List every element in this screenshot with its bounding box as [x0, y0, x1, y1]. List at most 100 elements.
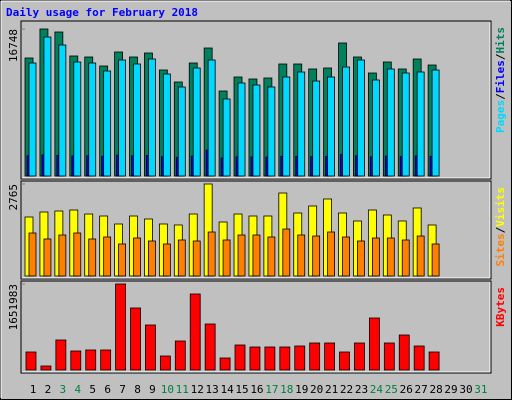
bar: [103, 236, 112, 277]
y-tick-label: 16748: [7, 29, 20, 62]
bar: [159, 355, 171, 371]
bar: [282, 76, 291, 177]
bar: [339, 351, 350, 371]
bar: [401, 72, 410, 177]
bar: [148, 240, 156, 277]
bar: [267, 86, 276, 177]
bar: [73, 232, 82, 277]
legend-entry: Sites: [494, 233, 507, 266]
bar: [327, 231, 336, 277]
bar: [133, 63, 141, 177]
x-tick-label: 18: [280, 383, 293, 396]
bar: [145, 324, 156, 371]
bar: [148, 58, 156, 177]
x-tick-label: 23: [355, 383, 368, 396]
x-tick-label: 9: [149, 383, 156, 396]
bar: [28, 232, 37, 277]
legend: Pages/Files/Hits: [494, 27, 507, 133]
bar: [294, 345, 306, 371]
bar: [43, 36, 52, 177]
bar: [324, 342, 336, 371]
x-tick-label: 29: [444, 383, 457, 396]
x-tick-label: 4: [74, 383, 81, 396]
bar: [115, 283, 126, 371]
bar: [428, 351, 440, 371]
x-tick-label: 12: [191, 383, 204, 396]
x-tick-label: 2: [45, 383, 52, 396]
bar: [204, 323, 216, 371]
legend: KBytes: [494, 287, 507, 327]
bar: [312, 235, 321, 277]
legend-separator: /: [494, 93, 507, 100]
x-tick-label: 10: [161, 383, 174, 396]
bar: [368, 317, 380, 371]
bar: [416, 235, 425, 277]
bar: [383, 342, 395, 371]
legend-entry: KBytes: [494, 287, 507, 327]
x-tick-label: 24: [370, 383, 384, 396]
bar: [234, 344, 246, 371]
x-tick-label: 13: [206, 383, 219, 396]
x-tick-label: 16: [250, 383, 263, 396]
x-tick-label: 28: [429, 383, 442, 396]
x-tick-label: 5: [89, 383, 96, 396]
bar: [297, 71, 306, 177]
x-tick-label: 21: [325, 383, 338, 396]
x-tick-label: 6: [104, 383, 111, 396]
bar: [58, 44, 67, 177]
bar: [237, 234, 246, 277]
x-tick-label: 26: [400, 383, 413, 396]
x-tick-label: 31: [474, 383, 487, 396]
bar: [282, 228, 291, 277]
bar: [73, 61, 82, 177]
bar: [371, 79, 380, 177]
legend-entry: Visits: [494, 187, 507, 227]
bar: [192, 67, 201, 177]
x-tick-label: 15: [235, 383, 248, 396]
x-tick-label: 27: [415, 383, 428, 396]
bar: [207, 231, 216, 277]
x-tick-label: 14: [220, 383, 234, 396]
bar: [267, 236, 276, 277]
bar: [70, 350, 82, 371]
bar: [88, 62, 97, 177]
bar: [264, 346, 276, 371]
bar: [309, 342, 321, 371]
legend-entry: Files: [494, 60, 507, 93]
bar: [162, 243, 171, 277]
legend-entry: Hits: [494, 27, 507, 54]
bar: [222, 239, 231, 277]
bar: [118, 243, 126, 277]
chart-title: Daily usage for February 2018: [6, 6, 198, 19]
bar: [401, 239, 410, 277]
bar: [237, 82, 246, 177]
bar: [416, 71, 425, 177]
bar: [354, 342, 365, 371]
bar: [162, 73, 171, 177]
x-tick-label: 17: [265, 383, 278, 396]
bar: [85, 349, 97, 371]
bar: [357, 240, 365, 277]
x-tick-label: 22: [340, 383, 353, 396]
bar: [100, 349, 112, 371]
bar: [177, 239, 186, 277]
bar: [252, 234, 261, 277]
x-tick-label: 3: [60, 383, 67, 396]
bar: [431, 243, 440, 277]
bar: [192, 240, 201, 277]
x-tick-label: 11: [176, 383, 189, 396]
bar: [177, 86, 186, 177]
x-tick-label: 25: [385, 383, 398, 396]
bar: [133, 237, 141, 277]
bar: [88, 238, 97, 277]
bar: [371, 237, 380, 277]
x-tick-label: 30: [459, 383, 472, 396]
x-tick-label: 1: [30, 383, 37, 396]
legend-entry: Pages: [494, 100, 507, 133]
bar: [40, 365, 52, 371]
bar: [342, 236, 350, 277]
bar: [207, 59, 216, 177]
bar: [130, 307, 141, 371]
bar: [327, 76, 336, 177]
bar: [249, 346, 261, 371]
